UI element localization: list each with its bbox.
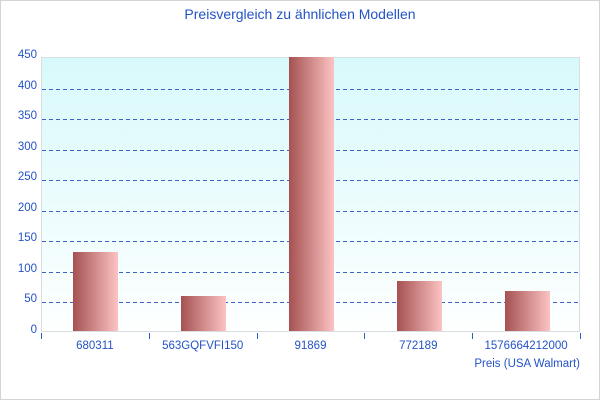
y-tick-label: 50 [24, 293, 37, 306]
y-tick-label: 300 [17, 140, 37, 153]
x-tick-label: 563GQFVFI150 [162, 340, 244, 352]
y-tick-label: 150 [17, 232, 37, 245]
x-axis-tick [148, 333, 150, 339]
bar [396, 280, 442, 331]
y-tick-label: 450 [17, 49, 37, 61]
x-tick-label: 91869 [294, 340, 327, 352]
bar [504, 291, 550, 331]
x-tick-label: 772189 [399, 340, 438, 352]
x-tick-label: 1576664212000 [484, 340, 568, 352]
y-tick-label: 350 [17, 110, 37, 123]
chart-title: Preisvergleich zu ähnlichen Modellen [184, 6, 416, 22]
x-axis-tick [256, 333, 258, 339]
x-axis-tick [472, 333, 474, 339]
x-axis-tick [41, 333, 42, 339]
x-axis-title: Preis (USA Walmart) [474, 358, 580, 370]
y-tick-label: 250 [17, 171, 37, 184]
x-tick-label: 680311 [76, 340, 114, 352]
bar [181, 295, 227, 331]
bar [289, 57, 334, 331]
x-axis-tick [580, 333, 581, 339]
y-tick-label: 200 [17, 201, 37, 214]
y-tick-label: 400 [17, 79, 37, 92]
y-tick-label: 0 [30, 324, 37, 336]
bar [73, 251, 119, 331]
y-tick-label: 100 [17, 262, 37, 275]
x-axis-tick [364, 333, 366, 339]
plot-area [41, 57, 580, 332]
